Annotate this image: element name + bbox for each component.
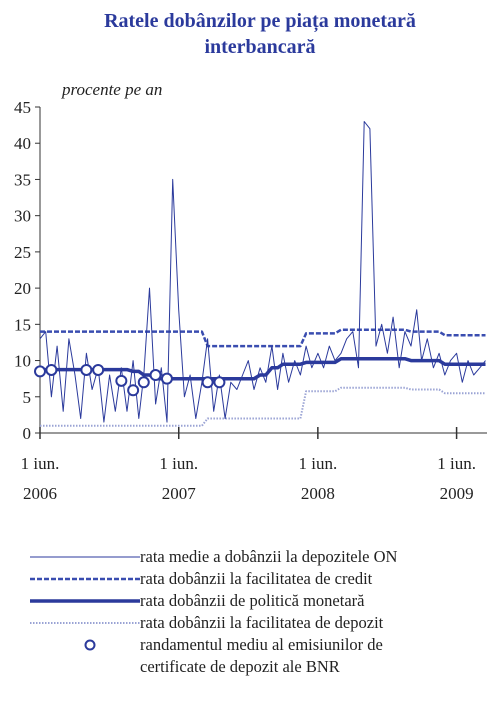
legend-swatch xyxy=(30,622,140,624)
series-line xyxy=(40,328,486,348)
x-tick-label: 2006 xyxy=(23,484,57,503)
legend-swatch xyxy=(30,577,140,581)
legend-label: randamentul mediu al emisiunilor de cert… xyxy=(140,635,383,676)
legend-swatch xyxy=(30,599,140,603)
x-tick-label: 2008 xyxy=(301,484,335,503)
marker xyxy=(127,384,140,397)
y-tick-label: 0 xyxy=(23,424,32,443)
marker xyxy=(137,376,150,389)
marker xyxy=(149,369,162,382)
legend-label: rata dobânzii la facilitatea de depozit xyxy=(140,613,384,632)
legend-label: rata dobânzii de politică monetară xyxy=(140,591,365,610)
legend-swatch xyxy=(84,639,96,651)
marker xyxy=(45,363,58,376)
legend-item: randamentul mediu al emisiunilor de cert… xyxy=(30,634,500,678)
x-tick-label: 1 iun. xyxy=(21,454,60,473)
legend-swatch xyxy=(30,556,140,558)
marker xyxy=(115,374,128,387)
x-tick-label: 1 iun. xyxy=(159,454,198,473)
marker xyxy=(213,376,226,389)
y-tick-label: 15 xyxy=(14,315,31,334)
legend-item: rata dobânzii la facilitatea de credit xyxy=(30,568,500,590)
subtitle: procente pe an xyxy=(61,80,162,99)
y-tick-label: 5 xyxy=(23,388,32,407)
y-tick-label: 10 xyxy=(14,352,31,371)
marker xyxy=(80,363,93,376)
marker xyxy=(92,363,105,376)
legend: rata medie a dobânzii la depozitele ON ra… xyxy=(30,546,500,678)
y-tick-label: 30 xyxy=(14,207,31,226)
legend-item: rata dobânzii de politică monetară xyxy=(30,590,500,612)
series-line xyxy=(40,386,486,427)
y-tick-label: 35 xyxy=(14,170,31,189)
x-tick-label: 2007 xyxy=(162,484,197,503)
legend-marker xyxy=(84,639,96,651)
y-tick-label: 45 xyxy=(14,98,31,117)
legend-label: rata dobânzii la facilitatea de credit xyxy=(140,569,373,588)
x-tick-label: 2009 xyxy=(440,484,474,503)
chart: procente pe an 0 5 10 15 20 25 30 35 40 45 1 iun. 2… xyxy=(14,80,487,503)
y-tick-label: 20 xyxy=(14,279,31,298)
x-tick-label: 1 iun. xyxy=(298,454,337,473)
series-line xyxy=(39,121,486,423)
y-tick-label: 40 xyxy=(14,134,31,153)
legend-item: rata medie a dobânzii la depozitele ON xyxy=(30,546,500,568)
legend-item: rata dobânzii la facilitatea de depozit xyxy=(30,612,500,634)
legend-label: rata medie a dobânzii la depozitele ON xyxy=(140,547,398,566)
y-tick-label: 25 xyxy=(14,243,31,262)
marker xyxy=(160,372,173,385)
marker xyxy=(201,376,214,389)
chart-title: Ratele dobânzilor pe piața monetară inte… xyxy=(104,10,416,58)
x-tick-label: 1 iun. xyxy=(437,454,476,473)
series-line xyxy=(40,356,486,381)
marker xyxy=(34,365,46,378)
